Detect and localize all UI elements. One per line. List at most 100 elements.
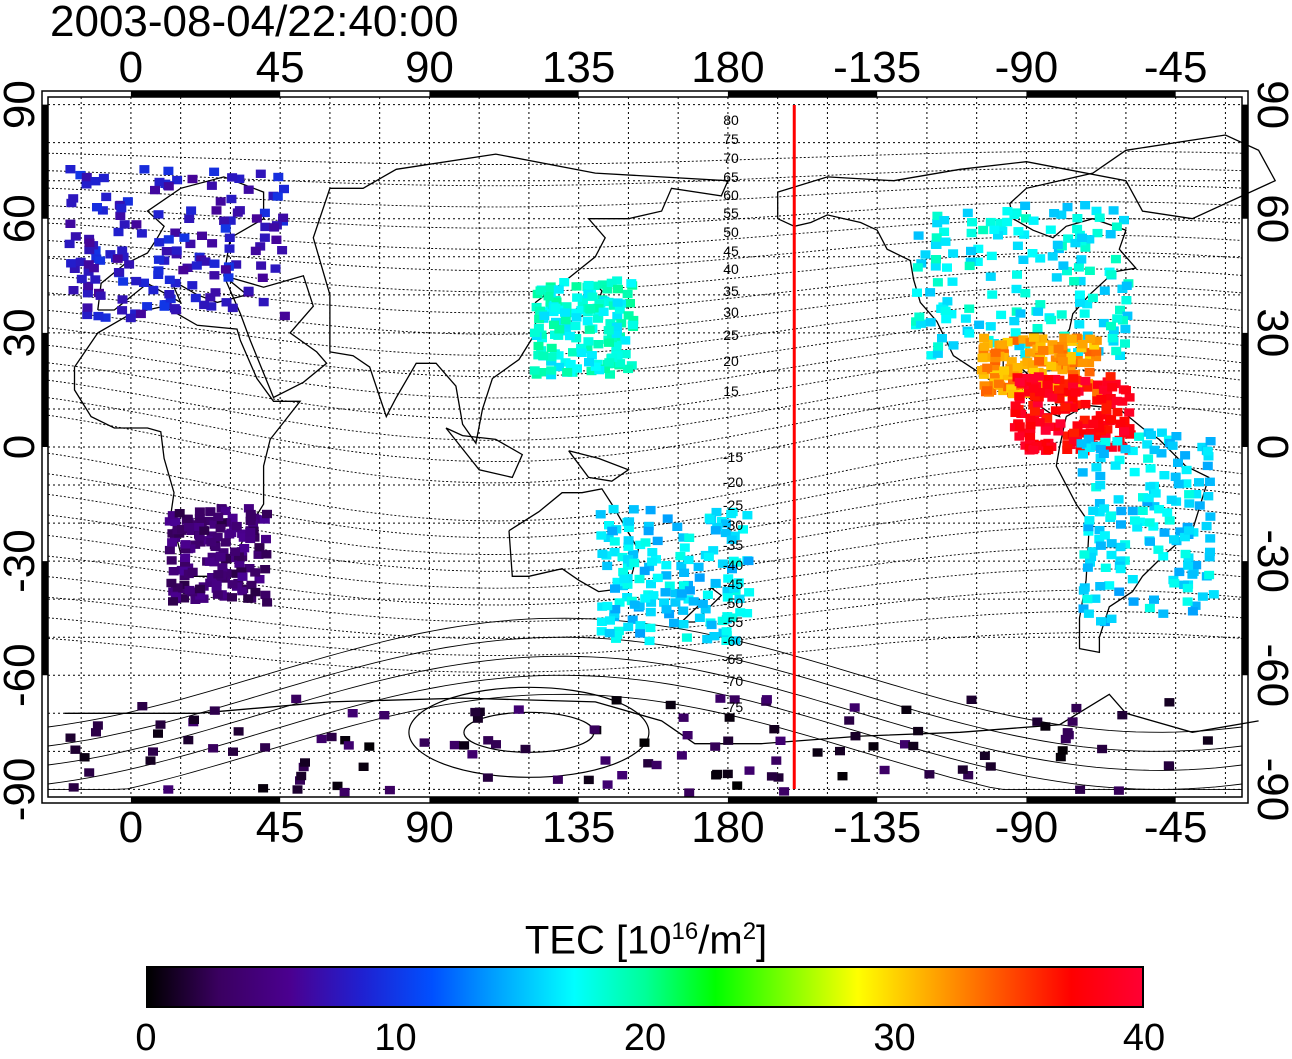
tec-cell bbox=[622, 580, 633, 589]
tec-cell bbox=[1057, 746, 1068, 755]
tec-cell bbox=[1115, 351, 1126, 360]
tec-cell bbox=[1169, 579, 1180, 588]
tec-cell bbox=[1171, 432, 1182, 441]
tec-cell bbox=[204, 516, 215, 526]
mlat-label: -25 bbox=[723, 497, 743, 513]
tec-cell bbox=[467, 750, 478, 759]
tec-cell bbox=[1114, 587, 1125, 596]
tec-cell bbox=[261, 550, 272, 559]
lat-tick-left: 90 bbox=[0, 80, 44, 129]
tec-cell bbox=[595, 510, 606, 519]
tec-cell bbox=[600, 756, 611, 765]
tec-cell bbox=[932, 278, 943, 287]
tec-cell bbox=[999, 366, 1010, 375]
tec-cell bbox=[227, 303, 238, 313]
mlat-label: 70 bbox=[723, 150, 739, 166]
tec-cell bbox=[153, 270, 164, 279]
tec-cell bbox=[1092, 228, 1103, 238]
mlat-label: 75 bbox=[723, 131, 739, 147]
tec-cell bbox=[634, 574, 645, 584]
tec-cell bbox=[172, 175, 183, 185]
tec-cell bbox=[1082, 300, 1093, 309]
mlat-contour bbox=[47, 610, 1243, 656]
tec-cell bbox=[939, 216, 950, 225]
tec-cell bbox=[1043, 375, 1054, 384]
tec-cell bbox=[1029, 407, 1040, 416]
tec-cell bbox=[627, 320, 638, 330]
tec-cell bbox=[82, 310, 93, 320]
tec-cell bbox=[693, 562, 704, 572]
tec-cell bbox=[358, 762, 369, 771]
tec-cell bbox=[868, 742, 879, 751]
tec-cell bbox=[612, 630, 623, 639]
tec-cell bbox=[996, 310, 1007, 320]
tec-cell bbox=[1070, 388, 1081, 397]
tec-cell bbox=[640, 538, 651, 547]
tec-cell bbox=[1095, 453, 1106, 463]
tec-cell bbox=[472, 714, 483, 723]
tec-cell bbox=[1076, 429, 1087, 438]
tec-cell bbox=[1046, 361, 1057, 371]
tec-cell bbox=[710, 742, 721, 751]
mlat-contour bbox=[47, 462, 1243, 539]
tec-cell bbox=[966, 228, 977, 238]
tec-cell bbox=[491, 740, 501, 749]
tec-cell bbox=[92, 721, 103, 730]
tec-cell bbox=[1194, 478, 1204, 487]
tec-cell bbox=[1084, 368, 1095, 377]
tec-cell bbox=[1090, 594, 1101, 603]
mlat-label: -30 bbox=[723, 517, 743, 533]
tec-cell bbox=[255, 169, 266, 178]
tec-cell bbox=[962, 208, 973, 218]
tec-cell bbox=[177, 525, 187, 534]
coastline bbox=[508, 488, 640, 593]
tec-cell bbox=[1042, 414, 1053, 423]
tec-cell bbox=[985, 322, 996, 331]
tec-cell bbox=[1057, 365, 1068, 375]
tec-cell bbox=[164, 517, 175, 526]
tec-cell bbox=[1205, 437, 1216, 446]
tec-cell bbox=[605, 370, 615, 379]
tec-cell bbox=[721, 519, 731, 528]
tec-cell bbox=[1091, 336, 1102, 345]
tec-cell bbox=[90, 275, 101, 284]
tec-cell bbox=[1037, 334, 1048, 343]
tec-cell bbox=[1175, 527, 1186, 536]
tec-cell bbox=[1082, 383, 1093, 392]
tec-cell bbox=[1156, 428, 1167, 437]
tec-cell bbox=[224, 530, 235, 539]
tec-cell bbox=[209, 259, 220, 268]
tec-cell bbox=[1049, 209, 1060, 218]
tec-cell bbox=[1187, 570, 1198, 579]
tec-cell bbox=[1006, 357, 1017, 366]
tec-cell bbox=[1033, 307, 1044, 316]
mlat-label: -15 bbox=[723, 449, 743, 465]
border-bar bbox=[130, 91, 281, 97]
tec-cell bbox=[738, 525, 748, 534]
tec-cell bbox=[1074, 290, 1085, 299]
tec-cell bbox=[1009, 210, 1020, 219]
tec-cell bbox=[261, 534, 271, 544]
tec-cell bbox=[187, 281, 198, 290]
tec-cell bbox=[1077, 468, 1088, 477]
tec-cell bbox=[617, 771, 628, 780]
tec-cell bbox=[1035, 300, 1046, 309]
tec-cell bbox=[1015, 309, 1026, 318]
tec-cell bbox=[1027, 249, 1038, 258]
tec-cell bbox=[620, 336, 631, 345]
tec-cell bbox=[207, 573, 218, 582]
tec-cell bbox=[553, 285, 564, 294]
tec-cell bbox=[340, 736, 351, 745]
tec-cell bbox=[571, 313, 582, 322]
tec-cell bbox=[231, 260, 242, 269]
tec-cell bbox=[1019, 230, 1030, 239]
tec-cell bbox=[233, 727, 244, 736]
tec-cell bbox=[990, 353, 1001, 363]
tec-cell bbox=[1205, 512, 1216, 521]
tec-cell bbox=[250, 246, 261, 256]
tec-cell bbox=[684, 586, 695, 595]
tec-cell bbox=[273, 172, 284, 182]
tec-cell bbox=[168, 567, 179, 576]
tec-cell bbox=[1020, 289, 1031, 298]
tec-cell bbox=[729, 695, 740, 704]
